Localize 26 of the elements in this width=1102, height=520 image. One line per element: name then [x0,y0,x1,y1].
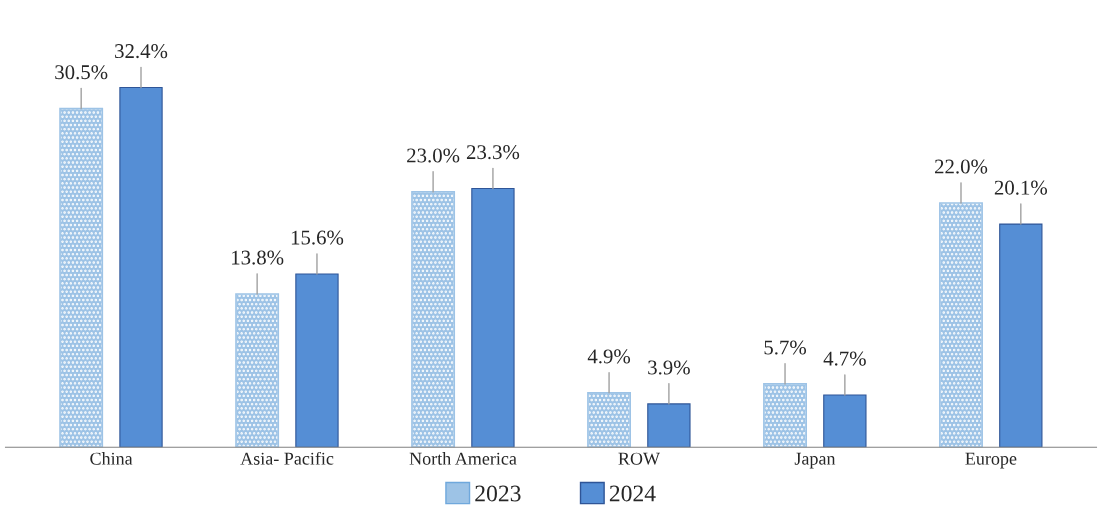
data-label: 3.9% [648,360,690,375]
bar [999,223,1043,448]
data-label: 15.6% [291,230,344,245]
data-label: 20.1% [994,180,1048,195]
data-label: 4.9% [587,349,631,364]
data-label: 22.0% [935,159,988,174]
data-label: 32.4% [115,44,168,59]
x-tick-label: China [90,452,133,465]
x-tick-label: Japan [794,452,836,469]
bar [295,273,339,448]
x-tick-label: Asia- Pacific [240,451,334,465]
bar [823,394,867,448]
x-tick-label: ROW [618,452,661,465]
x-tick-label: North America [409,452,517,465]
data-label: 30.5% [55,65,108,80]
bar [119,86,163,448]
bar [647,403,691,448]
legend-label: 2023 [475,485,521,502]
legend-label: 2024 [609,485,656,502]
data-label: 5.7% [764,340,807,355]
data-label: 13.8% [232,250,284,265]
data-label: 23.0% [407,148,460,163]
data-label: 23.3% [466,145,520,160]
x-tick-label: Europe [965,452,1017,469]
bar [471,187,515,448]
data-label: 4.7% [823,351,866,366]
